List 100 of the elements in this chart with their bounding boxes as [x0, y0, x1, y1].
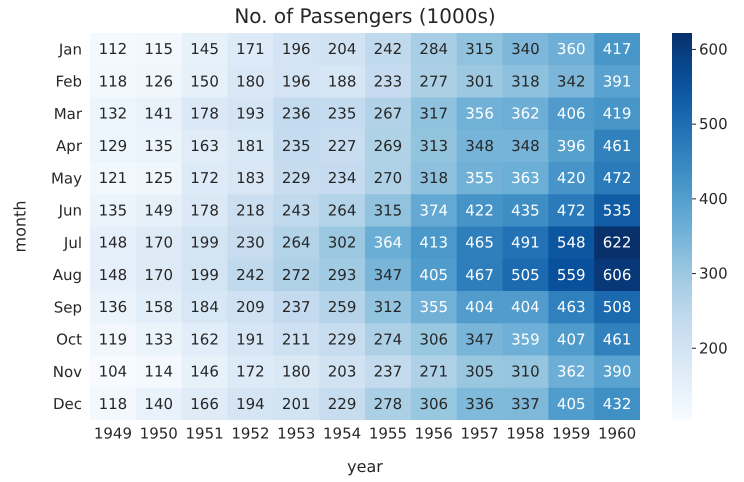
data-label: 505	[511, 266, 540, 284]
data-label: 406	[556, 104, 586, 123]
x-tick-label: 1953	[277, 424, 316, 443]
data-label: 318	[511, 72, 540, 90]
data-label: 306	[419, 330, 448, 348]
color-bar-label: 300	[699, 264, 728, 283]
data-label: 259	[328, 298, 356, 316]
data-label: 129	[98, 136, 128, 155]
data-label: 162	[190, 330, 219, 348]
x-tick-label: 1958	[506, 424, 545, 443]
chart-title: No. of Passengers (1000s)	[233, 4, 497, 28]
data-label: 171	[236, 40, 265, 58]
color-bar-label: 500	[699, 115, 728, 134]
data-label: 306	[419, 394, 448, 413]
x-tick-label: 1960	[598, 424, 636, 443]
data-label: 236	[282, 104, 311, 123]
data-label: 407	[556, 330, 586, 348]
data-label: 277	[419, 72, 448, 90]
y-tick-label: Jun	[58, 202, 82, 220]
data-label: 140	[144, 394, 174, 413]
data-label: 146	[190, 362, 219, 381]
y-axis-title: month	[10, 200, 30, 252]
data-label: 360	[556, 40, 586, 58]
data-label: 184	[190, 298, 219, 316]
data-label: 125	[144, 169, 174, 188]
x-tick-label: 1949	[94, 424, 132, 443]
y-tick-label: Aug	[52, 266, 82, 284]
data-label: 269	[374, 136, 402, 155]
data-label: 172	[236, 362, 265, 381]
data-label: 315	[465, 40, 494, 58]
y-tick-label: Mar	[54, 104, 83, 123]
data-label: 461	[602, 136, 632, 155]
x-tick-label: 1954	[322, 424, 362, 443]
data-label: 390	[602, 362, 632, 381]
y-tick-label: Sep	[54, 298, 82, 316]
data-label: 199	[190, 234, 219, 252]
data-label: 318	[419, 169, 448, 188]
data-label: 115	[144, 40, 174, 58]
data-label: 420	[556, 169, 586, 188]
data-label: 348	[511, 136, 540, 155]
data-label: 413	[419, 234, 448, 252]
data-label: 359	[511, 330, 540, 348]
data-label: 163	[190, 136, 219, 155]
data-label: 229	[328, 330, 356, 348]
data-label: 317	[419, 104, 448, 123]
data-label: 166	[190, 394, 219, 413]
data-label: 235	[282, 136, 311, 155]
data-label: 348	[465, 136, 494, 155]
data-label: 235	[328, 104, 356, 123]
data-label: 362	[556, 362, 586, 381]
data-label: 181	[236, 136, 265, 155]
x-tick-label: 1951	[185, 424, 224, 443]
data-label: 145	[190, 40, 219, 58]
data-label: 234	[328, 169, 356, 188]
data-label: 548	[556, 234, 586, 252]
data-label: 465	[465, 234, 494, 252]
data-label: 310	[511, 362, 540, 381]
data-label: 178	[190, 104, 219, 123]
data-label: 233	[374, 72, 402, 90]
data-label: 132	[98, 104, 128, 123]
data-label: 342	[556, 72, 586, 90]
x-axis-title: year	[347, 457, 384, 476]
data-label: 305	[465, 362, 494, 381]
x-tick-label: 1955	[368, 424, 408, 443]
data-label: 126	[144, 72, 174, 90]
data-label: 148	[98, 234, 128, 252]
data-label: 270	[374, 169, 402, 188]
data-label: 242	[374, 40, 402, 58]
data-label: 196	[282, 72, 311, 90]
data-label: 356	[465, 104, 494, 123]
data-label: 364	[374, 234, 402, 252]
data-label: 404	[511, 298, 540, 316]
data-label: 170	[144, 266, 174, 284]
data-label: 391	[602, 72, 632, 90]
data-label: 135	[144, 136, 174, 155]
data-label: 622	[602, 234, 632, 252]
data-label: 313	[419, 136, 448, 155]
data-label: 136	[98, 298, 128, 316]
data-label: 230	[236, 234, 265, 252]
data-label: 432	[602, 394, 632, 413]
data-label: 229	[328, 394, 356, 413]
data-label: 158	[144, 298, 174, 316]
x-tick-label: 1957	[460, 424, 499, 443]
data-label: 355	[419, 298, 448, 316]
y-tick-label: Feb	[55, 72, 82, 91]
data-label: 191	[236, 330, 265, 348]
data-label: 194	[236, 394, 265, 413]
data-label: 264	[328, 201, 356, 220]
data-label: 301	[465, 72, 494, 90]
data-label: 463	[556, 298, 586, 316]
data-label: 284	[419, 40, 448, 58]
color-bar-label: 400	[699, 190, 728, 208]
data-label: 355	[465, 169, 494, 188]
y-tick-label: May	[50, 169, 82, 188]
data-label: 149	[144, 201, 174, 220]
data-label: 242	[236, 266, 265, 284]
y-tick-label: Nov	[52, 362, 82, 381]
data-label: 347	[374, 266, 402, 284]
data-label: 347	[465, 330, 494, 348]
color-bar-label: 600	[699, 40, 728, 58]
